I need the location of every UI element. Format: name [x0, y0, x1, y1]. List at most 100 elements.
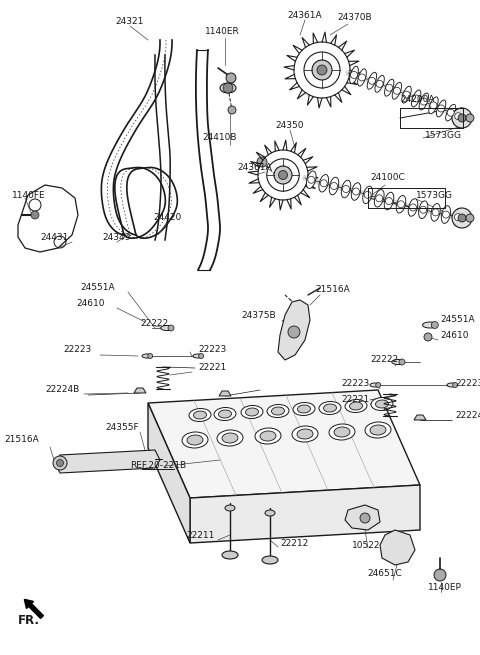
- Ellipse shape: [297, 429, 313, 439]
- Text: 24361A: 24361A: [238, 164, 272, 172]
- Ellipse shape: [441, 206, 451, 223]
- Ellipse shape: [349, 402, 362, 410]
- Text: 1140FE: 1140FE: [12, 191, 46, 200]
- Ellipse shape: [365, 422, 391, 438]
- Circle shape: [385, 198, 393, 204]
- Circle shape: [360, 513, 370, 523]
- Text: 22211: 22211: [187, 531, 215, 540]
- Polygon shape: [148, 403, 190, 543]
- Ellipse shape: [431, 204, 440, 221]
- Ellipse shape: [214, 407, 236, 421]
- Text: 24355F: 24355F: [105, 424, 139, 432]
- Text: 24551A: 24551A: [440, 316, 475, 324]
- Circle shape: [452, 108, 472, 128]
- Ellipse shape: [429, 97, 438, 114]
- Circle shape: [317, 65, 327, 75]
- Ellipse shape: [298, 405, 311, 413]
- Ellipse shape: [334, 427, 350, 437]
- Text: 24551A: 24551A: [80, 284, 115, 293]
- Circle shape: [199, 354, 204, 358]
- Circle shape: [223, 83, 233, 93]
- Ellipse shape: [222, 433, 238, 443]
- Ellipse shape: [161, 326, 173, 331]
- Circle shape: [466, 214, 474, 222]
- Ellipse shape: [396, 195, 406, 213]
- Ellipse shape: [419, 93, 429, 110]
- Text: 22222: 22222: [370, 356, 398, 364]
- Circle shape: [466, 114, 474, 122]
- Circle shape: [443, 211, 449, 218]
- Circle shape: [352, 188, 360, 195]
- Polygon shape: [55, 450, 160, 473]
- Circle shape: [257, 157, 267, 167]
- Text: 22212: 22212: [280, 538, 308, 548]
- Circle shape: [350, 71, 358, 79]
- Text: 1573GG: 1573GG: [416, 191, 453, 200]
- Ellipse shape: [142, 354, 152, 358]
- Circle shape: [413, 95, 420, 102]
- Circle shape: [226, 73, 236, 83]
- Circle shape: [453, 383, 458, 388]
- Ellipse shape: [193, 411, 206, 419]
- Circle shape: [320, 179, 327, 187]
- Ellipse shape: [193, 354, 203, 358]
- Text: 1140ER: 1140ER: [204, 28, 240, 37]
- Text: 10522: 10522: [352, 540, 380, 550]
- Text: 22223: 22223: [455, 379, 480, 388]
- Circle shape: [168, 325, 174, 331]
- Text: 24370B: 24370B: [338, 14, 372, 22]
- Circle shape: [376, 81, 383, 87]
- Ellipse shape: [384, 193, 394, 210]
- Circle shape: [148, 354, 153, 358]
- Polygon shape: [278, 300, 310, 360]
- Circle shape: [288, 326, 300, 338]
- Circle shape: [394, 87, 400, 94]
- Polygon shape: [190, 485, 420, 543]
- Circle shape: [57, 460, 63, 466]
- Ellipse shape: [324, 404, 336, 412]
- Circle shape: [376, 383, 381, 388]
- Ellipse shape: [222, 551, 238, 559]
- Ellipse shape: [260, 431, 276, 441]
- Polygon shape: [219, 391, 231, 396]
- Text: 24651C: 24651C: [368, 569, 402, 578]
- Ellipse shape: [419, 201, 428, 219]
- Text: 22222: 22222: [140, 318, 168, 328]
- Ellipse shape: [306, 171, 316, 189]
- Ellipse shape: [187, 435, 203, 445]
- Ellipse shape: [218, 410, 231, 418]
- Ellipse shape: [402, 86, 411, 103]
- Text: 22221: 22221: [198, 364, 226, 373]
- Text: 24361A: 24361A: [288, 10, 322, 20]
- Circle shape: [458, 214, 466, 222]
- Text: 24420: 24420: [153, 214, 181, 223]
- Text: 24610: 24610: [76, 299, 105, 307]
- Text: 22224B: 22224B: [46, 386, 80, 394]
- Ellipse shape: [245, 408, 259, 416]
- Circle shape: [53, 456, 67, 470]
- Circle shape: [403, 91, 410, 98]
- Circle shape: [432, 209, 439, 216]
- Text: 24410B: 24410B: [203, 134, 237, 143]
- Ellipse shape: [375, 75, 384, 92]
- Text: 1140EP: 1140EP: [428, 584, 462, 593]
- Ellipse shape: [453, 108, 463, 124]
- Ellipse shape: [345, 400, 367, 413]
- Circle shape: [452, 208, 472, 228]
- Ellipse shape: [265, 510, 275, 516]
- Circle shape: [343, 185, 349, 193]
- Text: 24349: 24349: [103, 233, 131, 242]
- Ellipse shape: [447, 383, 457, 387]
- Text: 21516A: 21516A: [5, 436, 39, 445]
- Ellipse shape: [319, 402, 341, 415]
- Ellipse shape: [358, 69, 366, 86]
- Text: REF.20-221B: REF.20-221B: [130, 460, 186, 470]
- Polygon shape: [414, 415, 426, 420]
- Text: 24321: 24321: [116, 18, 144, 26]
- Ellipse shape: [370, 383, 380, 387]
- Ellipse shape: [411, 90, 421, 107]
- Ellipse shape: [351, 183, 361, 200]
- Ellipse shape: [363, 186, 372, 204]
- Circle shape: [458, 114, 466, 122]
- Circle shape: [364, 191, 371, 198]
